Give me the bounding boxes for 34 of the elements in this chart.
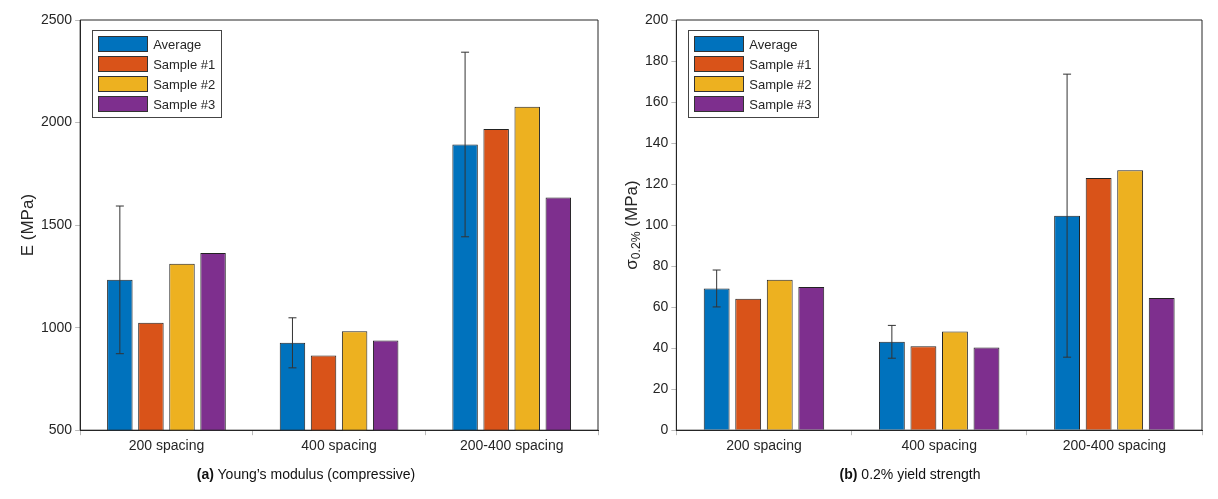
- y-tick-label: 40: [652, 339, 669, 356]
- y-tick-label: 20: [652, 380, 669, 397]
- y-tick-label: 2000: [40, 113, 73, 130]
- y-tick-label: 180: [645, 51, 669, 68]
- y-tick-label: 0: [660, 421, 669, 438]
- x-tick-label: 200-400 spacing: [1062, 437, 1167, 454]
- x-tick-label: 200 spacing: [128, 437, 205, 454]
- legend-label: Sample #2: [749, 76, 812, 92]
- x-tick-label: 200 spacing: [726, 437, 802, 454]
- y-tick-label: 200: [645, 10, 669, 27]
- legend-label: Average: [749, 36, 798, 52]
- legend-label: Sample #3: [749, 96, 812, 112]
- y-tick-label: 140: [645, 133, 669, 150]
- text: (a) Young’s modulus (compressive): [195, 466, 417, 482]
- legend-label: Average: [153, 36, 202, 52]
- y-tick-label: 120: [645, 174, 669, 191]
- y-tick-label: 2500: [40, 10, 73, 27]
- x-tick-label: 200-400 spacing: [459, 437, 564, 454]
- y-axis-title: σ0.2% (MPa): [621, 180, 644, 270]
- legend-label: Sample #2: [153, 76, 216, 92]
- y-axis-title: E (MPa): [17, 193, 37, 257]
- y-tick-label: 160: [645, 92, 669, 109]
- legend-label: Sample #1: [153, 56, 216, 72]
- y-tick-label: 500: [48, 421, 73, 438]
- y-tick-label: 1500: [40, 215, 73, 232]
- x-tick-label: 400 spacing: [901, 437, 977, 454]
- y-tick-label: 1000: [40, 318, 73, 335]
- y-tick-label: 60: [652, 298, 669, 314]
- legend-label: Sample #3: [153, 96, 216, 112]
- text: (b) 0.2% yield strength: [838, 466, 982, 482]
- y-tick-label: 80: [652, 256, 669, 273]
- y-tick-label: 100: [645, 215, 669, 232]
- x-tick-label: 400 spacing: [301, 437, 377, 454]
- legend-label: Sample #1: [749, 56, 812, 72]
